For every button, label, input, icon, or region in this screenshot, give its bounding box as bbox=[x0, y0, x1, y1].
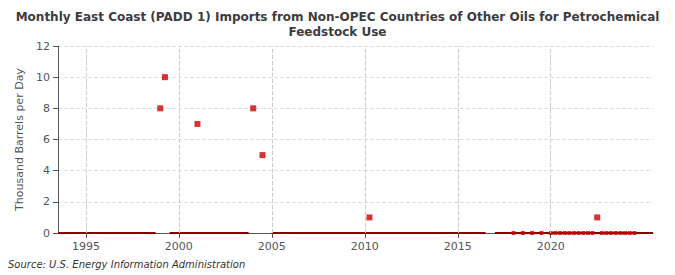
svg-text:2020: 2020 bbox=[537, 240, 565, 253]
svg-text:0: 0 bbox=[43, 227, 50, 240]
svg-text:2: 2 bbox=[43, 195, 50, 208]
svg-text:2010: 2010 bbox=[351, 240, 379, 253]
svg-text:2000: 2000 bbox=[165, 240, 193, 253]
svg-text:1995: 1995 bbox=[72, 240, 100, 253]
svg-text:2015: 2015 bbox=[444, 240, 472, 253]
svg-text:2005: 2005 bbox=[258, 240, 286, 253]
svg-text:Source: U.S. Energy Informatio: Source: U.S. Energy Information Administ… bbox=[8, 259, 245, 270]
svg-text:6: 6 bbox=[43, 133, 50, 146]
svg-text:10: 10 bbox=[36, 71, 50, 84]
svg-text:Thousand Barrels per Day: Thousand Barrels per Day bbox=[13, 68, 26, 212]
svg-text:8: 8 bbox=[43, 102, 50, 115]
svg-text:4: 4 bbox=[43, 164, 50, 177]
svg-text:Feedstock Use: Feedstock Use bbox=[289, 25, 387, 39]
svg-text:Monthly East Coast (PADD 1) Im: Monthly East Coast (PADD 1) Imports from… bbox=[16, 10, 660, 24]
svg-text:12: 12 bbox=[36, 40, 50, 53]
